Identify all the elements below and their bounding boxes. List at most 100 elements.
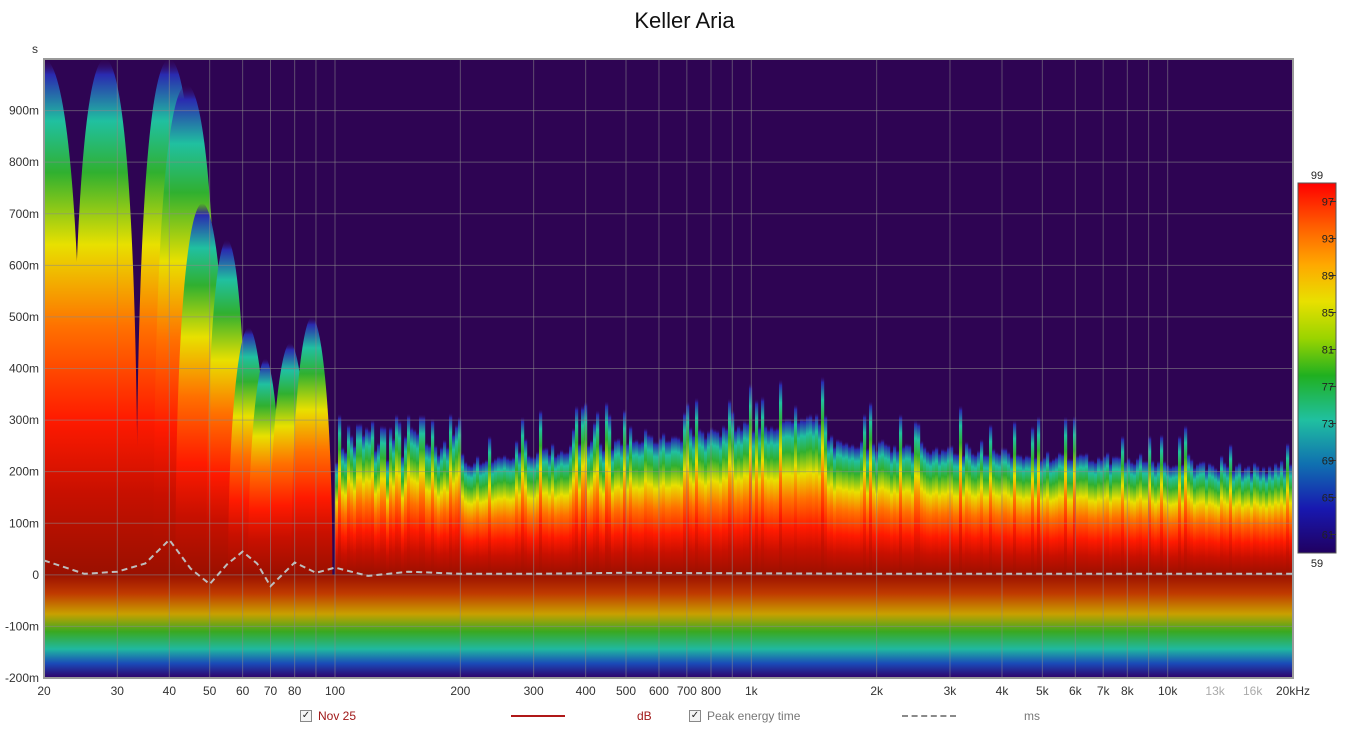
colorbar-label: 81 [1322, 345, 1334, 357]
y-axis-unit-label: s [32, 42, 38, 56]
decay-strip [1040, 458, 1044, 575]
x-tick-label: 2k [870, 684, 884, 698]
decay-strip [569, 443, 573, 575]
decay-strip [551, 442, 555, 575]
decay-strip [416, 431, 420, 575]
decay-strip [1124, 460, 1128, 575]
decay-strip [1115, 455, 1119, 575]
decay-strip [1184, 424, 1188, 575]
colorbar-label: 65 [1322, 493, 1334, 505]
decay-strip [377, 442, 381, 575]
y-tick-label: -100m [5, 619, 39, 633]
decay-strip [923, 445, 927, 575]
decay-strip [383, 425, 387, 575]
y-tick-label: 400m [9, 362, 39, 376]
decay-strip [911, 450, 915, 575]
decay-strip [980, 438, 984, 575]
series2-checkbox[interactable]: ✓ [689, 710, 701, 722]
x-tick-label: 600 [649, 684, 669, 698]
legend-unit-series2: ms [1024, 706, 1040, 726]
x-tick-label: 20 [37, 684, 51, 698]
decay-strip [680, 439, 684, 575]
decay-strip [824, 413, 828, 575]
decay-strip [1079, 452, 1083, 575]
x-tick-label: 1k [745, 684, 759, 698]
decay-strip [350, 433, 354, 575]
decay-strip [542, 447, 546, 575]
decay-strip [701, 429, 705, 575]
decay-strip [440, 445, 444, 575]
decay-strip [1112, 455, 1116, 575]
decay-strip [386, 458, 390, 575]
decay-strip [635, 438, 639, 575]
decay-strip [1067, 457, 1071, 575]
decay-strip [716, 429, 720, 575]
decay-strip [857, 445, 861, 575]
decay-strip [1046, 450, 1050, 575]
decay-strip [572, 427, 576, 575]
series1-unit: dB [637, 709, 652, 723]
decay-strip [596, 410, 600, 575]
legend-swatch-series2 [902, 706, 956, 726]
decay-strip [587, 443, 591, 575]
decay-strip [1097, 455, 1101, 575]
decay-strip [1235, 464, 1239, 575]
series1-checkbox[interactable]: ✓ [300, 710, 312, 722]
decay-strip [986, 453, 990, 575]
x-tick-label: 16k [1243, 684, 1263, 698]
decay-strip [1082, 453, 1086, 575]
decay-strip [1118, 455, 1122, 575]
decay-strip [695, 397, 699, 575]
decay-strip [599, 441, 603, 575]
decay-strip [1073, 415, 1077, 575]
decay-strip [1043, 456, 1047, 575]
x-tick-label: 7k [1097, 684, 1111, 698]
decay-strip [461, 452, 465, 575]
legend-item-series1[interactable]: ✓ Nov 25 [300, 706, 356, 726]
decay-strip [953, 451, 957, 575]
decay-strip [1253, 461, 1257, 575]
decay-strip [1220, 454, 1224, 575]
decay-strip [476, 455, 480, 575]
series2-unit: ms [1024, 709, 1040, 723]
decay-strip [464, 460, 468, 575]
decay-strip [1226, 465, 1230, 575]
decay-strip [452, 432, 456, 575]
decay-strip [1109, 462, 1113, 575]
decay-strip [341, 446, 345, 575]
decay-strip [737, 424, 741, 575]
decay-strip [659, 436, 663, 575]
decay-strip [1271, 468, 1275, 575]
decay-strip [1016, 453, 1020, 575]
decay-strip [962, 453, 966, 575]
decay-strip [1193, 466, 1197, 575]
y-tick-label: 700m [9, 207, 39, 221]
decay-strip [809, 413, 813, 575]
chart-title: Keller Aria [634, 8, 735, 33]
decay-strip [665, 439, 669, 575]
decay-strip [437, 453, 441, 575]
decay-strip [1238, 461, 1242, 575]
decay-strip [1031, 425, 1035, 575]
decay-strip [779, 379, 783, 575]
decay-strip [833, 445, 837, 575]
decay-strip [902, 445, 906, 575]
decay-strip [710, 426, 714, 575]
decay-strip [683, 410, 687, 575]
decay-strip [704, 436, 708, 575]
decay-strip [1127, 456, 1131, 575]
decay-strip [719, 433, 723, 575]
colorbar-label: 89 [1322, 271, 1334, 283]
decay-strip [1202, 460, 1206, 575]
decay-strip [1229, 443, 1233, 575]
decay-strip [1076, 454, 1080, 575]
legend-item-series2[interactable]: ✓ Peak energy time [689, 706, 800, 726]
y-tick-label: 100m [9, 516, 39, 530]
decay-strip [626, 441, 630, 575]
decay-strip [1121, 435, 1125, 575]
decay-strip [767, 427, 771, 575]
decay-strip [470, 464, 474, 575]
decay-strip [575, 405, 579, 575]
decay-strip [1262, 465, 1266, 575]
decay-strip [788, 417, 792, 575]
